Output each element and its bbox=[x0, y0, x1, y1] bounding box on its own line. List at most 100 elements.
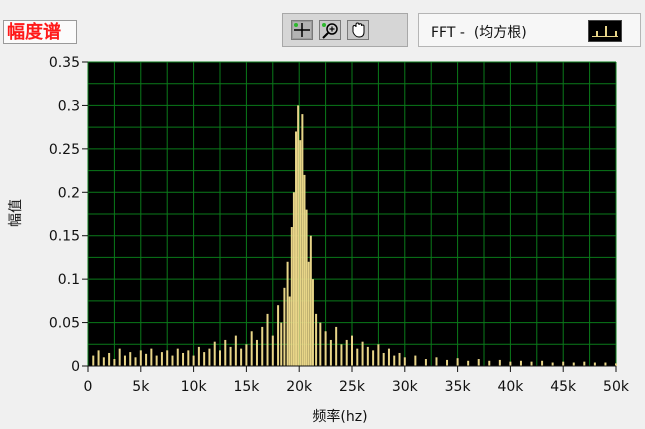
spectrum-bar bbox=[562, 361, 565, 366]
spectrum-bar bbox=[583, 361, 586, 366]
spectrum-bar bbox=[108, 352, 111, 366]
y-tick-label: 0 bbox=[71, 359, 80, 375]
x-tick-label: 20k bbox=[286, 379, 313, 395]
spectrum-bar bbox=[139, 350, 142, 366]
spectrum-bar bbox=[283, 287, 286, 366]
y-tick-label: 0.25 bbox=[49, 142, 80, 158]
spectrum-bar bbox=[593, 362, 596, 366]
spectrum-bar bbox=[604, 362, 607, 366]
spectrum-bar bbox=[176, 348, 179, 366]
pan-hand-icon[interactable] bbox=[347, 20, 369, 40]
spectrum-bar bbox=[234, 335, 237, 366]
spectrum-bar bbox=[498, 359, 501, 366]
x-tick-label: 5k bbox=[132, 379, 150, 395]
spectrum-bar bbox=[297, 105, 300, 366]
spectrum-bar bbox=[335, 326, 338, 366]
spectrum-bar bbox=[145, 353, 148, 366]
spectrum-bar bbox=[213, 341, 216, 366]
spectrum-bar bbox=[309, 235, 312, 366]
spectrum-bar bbox=[290, 227, 293, 366]
spectrum-bar bbox=[530, 361, 533, 366]
spectrum-bar bbox=[113, 359, 116, 366]
spectrum-bar bbox=[329, 339, 332, 366]
spectrum-bar bbox=[150, 348, 153, 366]
spectrum-bar bbox=[488, 360, 491, 366]
x-axis: 0 5k 10k 15k 20k 25k 30k 35k 40k 45k 50k bbox=[84, 365, 630, 395]
spectrum-bar bbox=[261, 326, 264, 366]
spectrum-bar bbox=[366, 346, 369, 366]
spectrum-bar bbox=[398, 352, 401, 366]
plot-bars bbox=[92, 105, 617, 366]
spectrum-bar bbox=[92, 355, 95, 366]
spectrum-bar bbox=[250, 331, 253, 366]
y-tick-label: 0.3 bbox=[58, 98, 80, 114]
y-tick-label: 0.2 bbox=[58, 185, 80, 201]
spectrum-bar bbox=[382, 352, 385, 366]
spectrum-bar bbox=[288, 296, 291, 366]
y-axis-label: 幅值 bbox=[8, 199, 24, 227]
spectrum-bar bbox=[277, 305, 280, 366]
spectrum-bar bbox=[456, 358, 459, 366]
spectrum-bar bbox=[129, 352, 132, 366]
spectrum-bar bbox=[435, 357, 438, 366]
x-tick-label: 50k bbox=[603, 379, 630, 395]
x-tick-label: 10k bbox=[181, 379, 208, 395]
x-axis-label: 频率(hz) bbox=[312, 408, 367, 425]
spectrum-bar bbox=[315, 313, 318, 366]
spectrum-bar bbox=[446, 359, 449, 366]
graph-title-box: 幅度谱 bbox=[3, 20, 77, 44]
y-axis: 0 0.05 0.1 0.15 0.2 0.25 0.3 0.35 bbox=[49, 55, 88, 375]
spectrum-bar bbox=[118, 348, 121, 366]
spectrum-bar bbox=[102, 357, 105, 366]
spectrum-bar bbox=[187, 350, 190, 366]
spectrum-bar bbox=[424, 359, 427, 366]
x-tick-label: 15k bbox=[233, 379, 260, 395]
cursor-move-icon[interactable] bbox=[291, 20, 313, 40]
spectrum-bar bbox=[340, 344, 343, 366]
legend-label: FFT - (均方根) bbox=[431, 25, 527, 41]
plot-grid bbox=[87, 61, 617, 367]
zoom-icon[interactable] bbox=[319, 20, 341, 40]
spectrum-bar bbox=[171, 355, 174, 366]
graph-title: 幅度谱 bbox=[7, 22, 61, 43]
spectrum-bar bbox=[286, 261, 289, 366]
spectrum-bar bbox=[393, 355, 396, 366]
spectrum-bar bbox=[387, 348, 390, 366]
legend-swatch[interactable] bbox=[588, 20, 622, 42]
spectrum-bar bbox=[361, 341, 364, 366]
graph-palette bbox=[282, 13, 408, 47]
x-tick-label: 45k bbox=[550, 379, 577, 395]
spectrum-bar bbox=[203, 352, 206, 366]
spectrum-bar bbox=[351, 335, 353, 366]
spectrum-bar bbox=[192, 355, 195, 366]
spectrum-bar bbox=[467, 360, 470, 366]
spectrum-bar bbox=[134, 357, 137, 366]
spectrum-bar bbox=[541, 360, 544, 366]
spectrum-bar bbox=[377, 344, 380, 366]
spectrum-bar bbox=[123, 355, 126, 366]
spectrum-bar bbox=[160, 352, 163, 366]
spectrum-bar bbox=[414, 355, 417, 366]
spectrum-bar bbox=[303, 174, 306, 366]
spectrum-bar bbox=[403, 357, 406, 366]
x-tick-label: 40k bbox=[497, 379, 524, 395]
spectrum-bar bbox=[280, 322, 283, 366]
spectrum-bar bbox=[319, 322, 322, 366]
spectrum-bar bbox=[271, 335, 274, 366]
spectrum-bar bbox=[345, 339, 348, 366]
x-tick-label: 30k bbox=[392, 379, 419, 395]
spectrum-bar bbox=[97, 350, 100, 366]
spectrum-bar bbox=[219, 350, 221, 366]
spectrum-bar bbox=[197, 346, 200, 366]
y-tick-label: 0.1 bbox=[58, 272, 80, 288]
y-tick-label: 0.15 bbox=[49, 229, 80, 245]
spectrum-bar bbox=[182, 352, 185, 366]
spectrum-bar bbox=[295, 131, 298, 366]
spectrum-bar bbox=[519, 360, 522, 366]
spectrum-bar bbox=[324, 331, 327, 366]
plot-legend[interactable]: FFT - (均方根) bbox=[418, 13, 641, 47]
y-tick-label: 0.35 bbox=[49, 55, 80, 71]
spectrum-bar bbox=[509, 361, 512, 366]
spectrum-bar bbox=[224, 339, 227, 366]
spectrum-bar bbox=[240, 348, 243, 366]
